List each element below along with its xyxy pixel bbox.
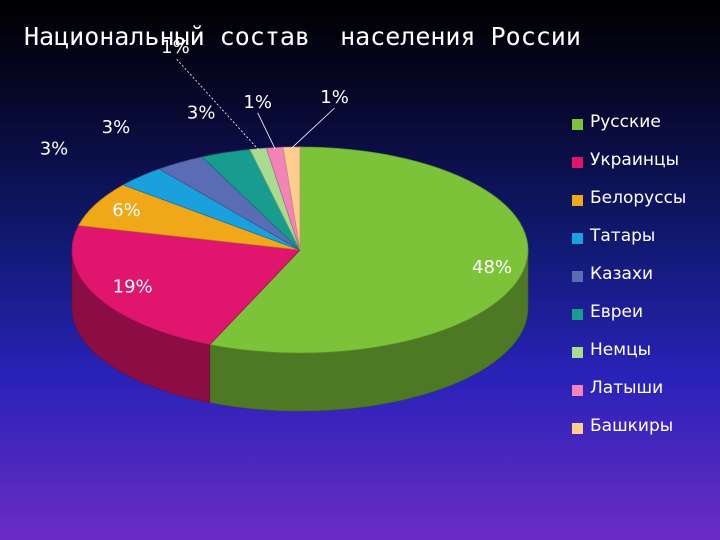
legend-label: Казахи [590,264,654,284]
legend-label: Татары [590,226,656,246]
data-label-1: 19% [113,277,153,298]
leader-line-6 [175,57,259,151]
data-label-3: 3% [40,139,69,160]
pie-slices [71,146,529,354]
legend-swatch [572,119,583,130]
page-title: Национальный состав населения России [24,22,581,51]
legend-label: Русские [590,112,661,132]
legend-swatch [572,271,583,282]
leader-lines [175,57,335,151]
data-label-6: 1% [161,37,190,58]
data-label-8: 1% [320,87,349,108]
legend-swatch [572,309,583,320]
legend-swatch [572,195,583,206]
legend-swatch [572,233,583,244]
legend-label: Башкиры [590,416,674,436]
slice-2 [77,184,301,251]
slice-0 [209,146,529,354]
data-label-2: 6% [112,200,141,221]
data-label-7: 1% [243,92,272,113]
slice-1 [71,225,301,346]
legend-swatch [572,423,583,434]
leader-line-7 [257,112,276,149]
legend-label: Украинцы [590,150,679,170]
leader-line-8 [291,107,335,149]
slice-8 [282,146,301,251]
legend-swatch [572,347,583,358]
data-label-5: 3% [187,102,216,123]
legend-label: Белоруссы [590,188,687,208]
data-labels: 48% 19% 6% 3% 3% 3% 1% 1% 1% [40,37,512,298]
legend-label: Латыши [590,378,664,398]
legend-label: Немцы [590,340,652,360]
data-label-0: 48% [472,257,512,278]
legend-label: Евреи [590,302,644,322]
legend-swatch [572,157,583,168]
legend-swatch [572,385,583,396]
data-label-4: 3% [102,117,131,138]
